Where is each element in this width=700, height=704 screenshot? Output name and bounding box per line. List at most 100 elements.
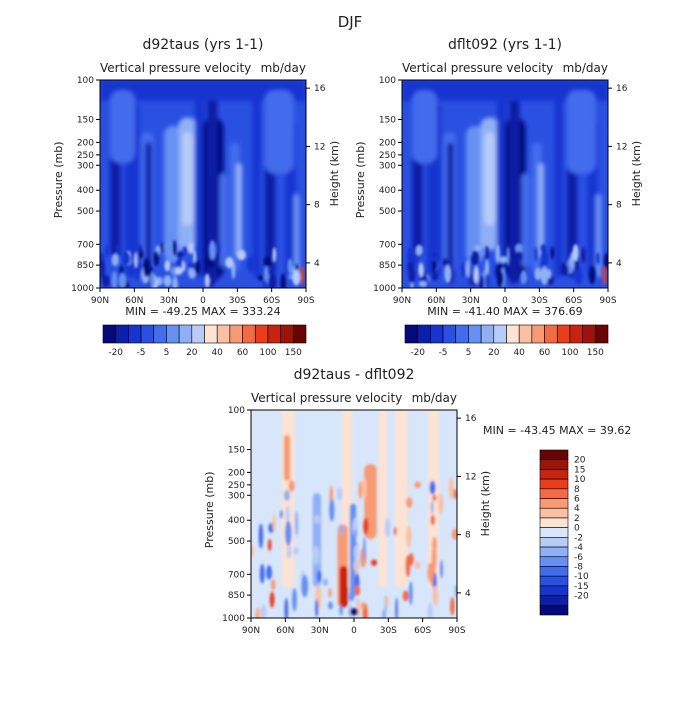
surface-cell: [581, 247, 586, 264]
contour-band: [341, 410, 352, 587]
surface-cell: [237, 249, 246, 261]
surface-cell: [516, 251, 522, 261]
surface-cell: [453, 488, 457, 500]
surface-cell: [540, 266, 549, 285]
colorbar: -20 -5 5 20 40 60 100 150: [102, 324, 307, 358]
y-tick-label: 700: [379, 240, 396, 250]
y-tick-label: 500: [228, 537, 245, 547]
contour-band: [194, 90, 206, 278]
y-axis-label: Pressure (mb): [52, 141, 65, 218]
surface-cell: [188, 242, 194, 254]
surface-cell: [172, 240, 177, 256]
y-tick-label: 1000: [222, 614, 245, 624]
colorbar-box: [442, 324, 457, 344]
surface-cell: [259, 564, 265, 584]
y-right-axis-label: Height (km): [630, 141, 643, 207]
surface-cell: [405, 497, 413, 508]
surface-cell: [287, 258, 293, 275]
contour-band: [554, 90, 563, 278]
colorbar-box: [539, 517, 569, 528]
y-tick-label: 400: [228, 516, 245, 526]
surface-cell: [572, 244, 579, 262]
panel-title: d92taus - dflt092: [294, 367, 415, 383]
surface-cell: [407, 247, 414, 263]
surface-cell: [156, 276, 163, 286]
surface-cell: [268, 273, 277, 288]
surface-cell: [402, 590, 409, 602]
surface-cell: [271, 578, 276, 591]
y-tick-label: 1000: [71, 284, 94, 294]
surface-cell: [262, 280, 268, 288]
surface-cell: [370, 559, 378, 566]
surface-cell: [484, 259, 490, 277]
surface-cell: [484, 245, 489, 262]
colorbar-label: -5: [439, 348, 448, 358]
surface-cell: [439, 560, 444, 579]
surface-cell: [283, 489, 291, 502]
colorbar-label: 20: [488, 348, 500, 358]
y-right-tick-label: 8: [465, 531, 471, 541]
y-tick-label: 100: [77, 76, 94, 86]
surface-cell: [411, 252, 419, 264]
surface-cell: [176, 258, 184, 270]
colorbar-label: -15: [574, 582, 589, 592]
surface-cell: [448, 476, 454, 500]
colorbar-box: [539, 585, 569, 596]
contour-band: [145, 142, 152, 284]
surface-cell: [174, 267, 183, 275]
contour-band: [595, 194, 602, 278]
surface-cell: [394, 526, 397, 536]
colorbar-label: 15: [574, 465, 585, 475]
surface-cell: [546, 269, 552, 279]
colorbar-label: 6: [574, 495, 580, 505]
x-tick-label: 60N: [276, 626, 294, 636]
surface-cell: [216, 241, 220, 254]
panel-1: d92taus (yrs 1-1) Vertical pressure veloc…: [52, 37, 341, 358]
y-right-tick-label: 12: [314, 142, 325, 152]
surface-cell: [292, 269, 301, 286]
surface-cell: [313, 545, 320, 566]
surface-cell: [451, 528, 457, 540]
surface-cell: [415, 260, 420, 276]
surface-cell: [263, 256, 272, 267]
colorbar-label: -4: [574, 543, 583, 553]
contour-band: [110, 90, 136, 164]
surface-cell: [316, 570, 322, 583]
colorbar-label: -10: [574, 572, 589, 582]
surface-cell: [358, 481, 363, 500]
surface-cell: [408, 581, 413, 606]
surface-cell: [414, 561, 421, 570]
panel-subtitle-left: Vertical pressure velocity: [251, 391, 402, 405]
surface-cell: [246, 256, 255, 272]
contour-band: [219, 173, 228, 268]
x-tick-label: 60S: [414, 626, 431, 636]
surface-cell: [485, 273, 490, 288]
y-tick-label: 150: [77, 116, 94, 126]
surface-cell: [288, 480, 295, 492]
colorbar-box: [582, 324, 596, 344]
surface-cell: [354, 585, 361, 596]
surface-cell: [251, 544, 254, 558]
colorbar-box: [204, 324, 218, 344]
y-tick-label: 500: [379, 207, 396, 217]
min-max-text: MIN = -43.45 MAX = 39.62: [483, 424, 631, 437]
colorbar-box: [544, 324, 558, 344]
surface-cell: [506, 246, 510, 266]
surface-cell: [510, 264, 516, 282]
surface-cell: [292, 587, 297, 612]
x-tick-label: 30N: [462, 296, 480, 306]
panel-title: dflt092 (yrs 1-1): [448, 37, 562, 53]
colorbar-label: -20: [574, 592, 589, 602]
colorbar-box: [216, 324, 231, 344]
colorbar-box: [115, 324, 129, 344]
surface-cell: [432, 494, 437, 501]
surface-cell: [418, 262, 424, 278]
contour-band: [378, 410, 387, 587]
colorbar-label: 100: [561, 348, 578, 358]
colorbar-label: 150: [285, 348, 302, 358]
colorbar-label: 60: [237, 348, 249, 358]
panel-subtitle-right: mb/day: [563, 61, 608, 75]
colorbar-box: [153, 324, 167, 344]
y-right-tick-label: 8: [314, 201, 320, 211]
